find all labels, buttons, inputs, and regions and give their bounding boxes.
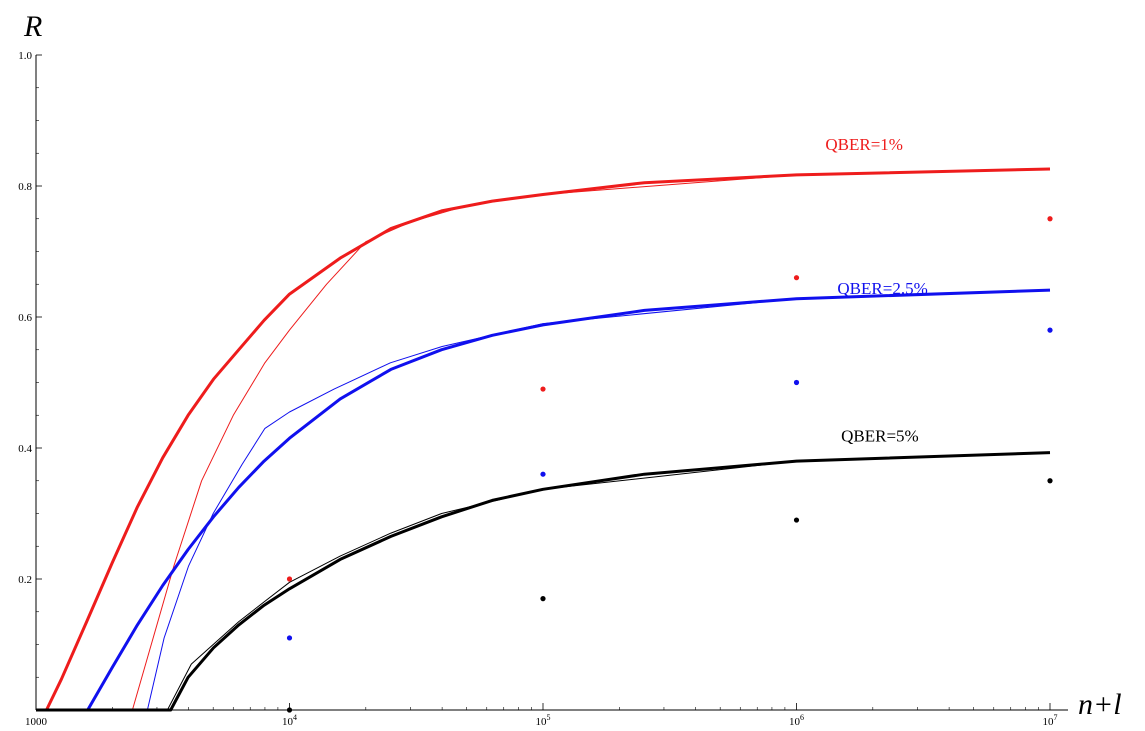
series-label: QBER=5%	[841, 426, 919, 445]
series-point	[286, 635, 293, 641]
series-thick-curve	[36, 288, 1051, 712]
series-point	[286, 707, 293, 713]
x-tick-label: 107	[1043, 713, 1058, 728]
y-tick-label: 1.0	[18, 50, 32, 62]
x-tick-label: 1000	[25, 716, 48, 728]
x-ticks: 1000 104 105 106 107	[25, 703, 1058, 728]
series-point	[1047, 478, 1053, 484]
x-tick-label: 105	[536, 713, 551, 728]
series-point	[793, 517, 800, 523]
y-ticks: 0.2 0.4 0.6 0.8 1.0	[18, 50, 42, 678]
y-tick-label: 0.6	[18, 312, 32, 324]
x-axis-title: n+l	[1078, 688, 1122, 721]
y-tick-label: 0.2	[18, 574, 32, 586]
series-layer	[36, 167, 1051, 712]
axes	[35, 55, 1068, 711]
series-point	[286, 576, 293, 582]
series-point	[540, 386, 546, 392]
series-point	[540, 471, 546, 477]
y-axis-title: R	[23, 10, 42, 43]
series-thin-curve	[36, 452, 1051, 711]
y-tick-label: 0.4	[18, 443, 32, 455]
series-thick-curve	[36, 451, 1051, 712]
series-point	[793, 379, 800, 386]
series-point	[540, 596, 546, 602]
series-point	[793, 275, 800, 281]
x-tick-label: 104	[282, 713, 297, 728]
series-label: QBER=2.5%	[837, 279, 927, 298]
labels-layer: QBER=1% QBER=2.5% QBER=5%	[825, 135, 927, 445]
x-tick-label: 106	[789, 713, 804, 728]
points-layer	[286, 216, 1053, 713]
series-thin-curve	[36, 289, 1051, 711]
series-point	[1047, 327, 1053, 333]
series-point	[1047, 216, 1053, 222]
y-tick-label: 0.8	[18, 181, 32, 193]
series-label: QBER=1%	[825, 135, 903, 154]
series-thick-curve	[36, 167, 1051, 712]
